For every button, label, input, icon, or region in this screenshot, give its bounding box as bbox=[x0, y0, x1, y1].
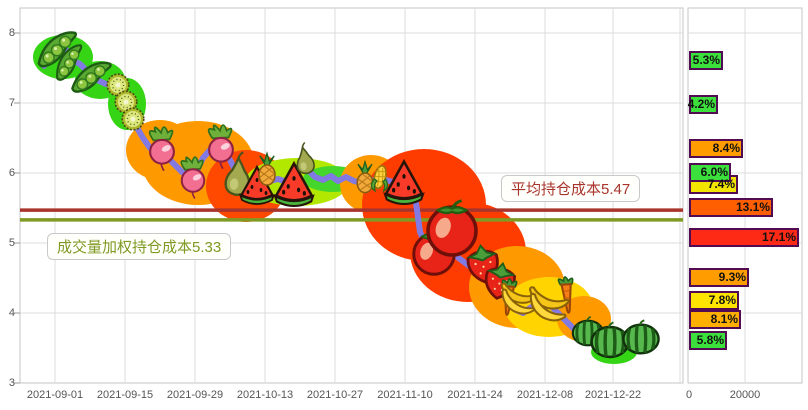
pine-icon bbox=[356, 161, 374, 194]
x-tick-label: 2021-10-27 bbox=[306, 389, 364, 401]
chip-bar-label: 8.4% bbox=[712, 141, 740, 155]
chip-bar bbox=[689, 95, 718, 114]
y-tick-label: 6 bbox=[8, 167, 15, 179]
y-tick-label: 7 bbox=[8, 97, 15, 109]
x-tick-label: 2021-12-22 bbox=[584, 389, 642, 401]
chip-bar bbox=[689, 198, 773, 217]
kiwi-icon bbox=[121, 107, 145, 131]
x-tick-label: 2021-09-29 bbox=[166, 389, 224, 401]
avg-cost-label: 平均持仓成本5.47 bbox=[501, 175, 641, 202]
chip-bar-label: 4.2% bbox=[688, 97, 715, 111]
chip-bar bbox=[689, 291, 739, 310]
chip-bar-label: 13.1% bbox=[735, 200, 770, 214]
x-tick-label: 2021-09-15 bbox=[96, 389, 154, 401]
chip-bar-label: 7.8% bbox=[708, 293, 736, 307]
volume-tick-label: 20000 bbox=[729, 389, 761, 401]
y-tick-label: 8 bbox=[8, 27, 15, 39]
pine-icon bbox=[258, 152, 276, 186]
x-tick-label: 2021-12-08 bbox=[516, 389, 574, 401]
chip-bar bbox=[689, 268, 749, 287]
x-tick-label: 2021-10-13 bbox=[236, 389, 294, 401]
y-tick-label: 4 bbox=[8, 307, 15, 319]
y-tick-label: 5 bbox=[8, 237, 15, 249]
chip-bar-label: 7.4% bbox=[707, 177, 735, 191]
chip-bar-label: 17.1% bbox=[761, 230, 796, 244]
x-tick-label: 2021-11-10 bbox=[377, 389, 433, 401]
chip-bar bbox=[689, 310, 741, 329]
x-tick-label: 2021-09-01 bbox=[26, 389, 84, 401]
chip-bar bbox=[689, 228, 799, 247]
chip-bar-label: 5.8% bbox=[696, 333, 724, 347]
chip-bar-label: 5.3% bbox=[692, 53, 720, 67]
chip-bar-label: 9.3% bbox=[718, 270, 746, 284]
chip-bar bbox=[689, 51, 723, 70]
chip-bar bbox=[689, 139, 743, 158]
chip-bar-label: 6.0% bbox=[700, 165, 728, 179]
y-tick-label: 3 bbox=[8, 377, 15, 389]
chip-bar bbox=[689, 163, 731, 182]
vwap-cost-label: 成交量加权持仓成本5.33 bbox=[47, 233, 232, 260]
chip-distribution-panel[interactable]: 5.3% 4.2% 8.4% 6.0% 7.4% 13.1% 17.1% 9.3% 7.8% 8.… bbox=[688, 0, 804, 410]
x-tick-label: 2021-11-24 bbox=[447, 389, 503, 401]
volume-tick-label: 0 bbox=[685, 389, 693, 401]
chip-bar-label: 8.1% bbox=[710, 312, 738, 326]
chip-bar bbox=[689, 331, 727, 350]
